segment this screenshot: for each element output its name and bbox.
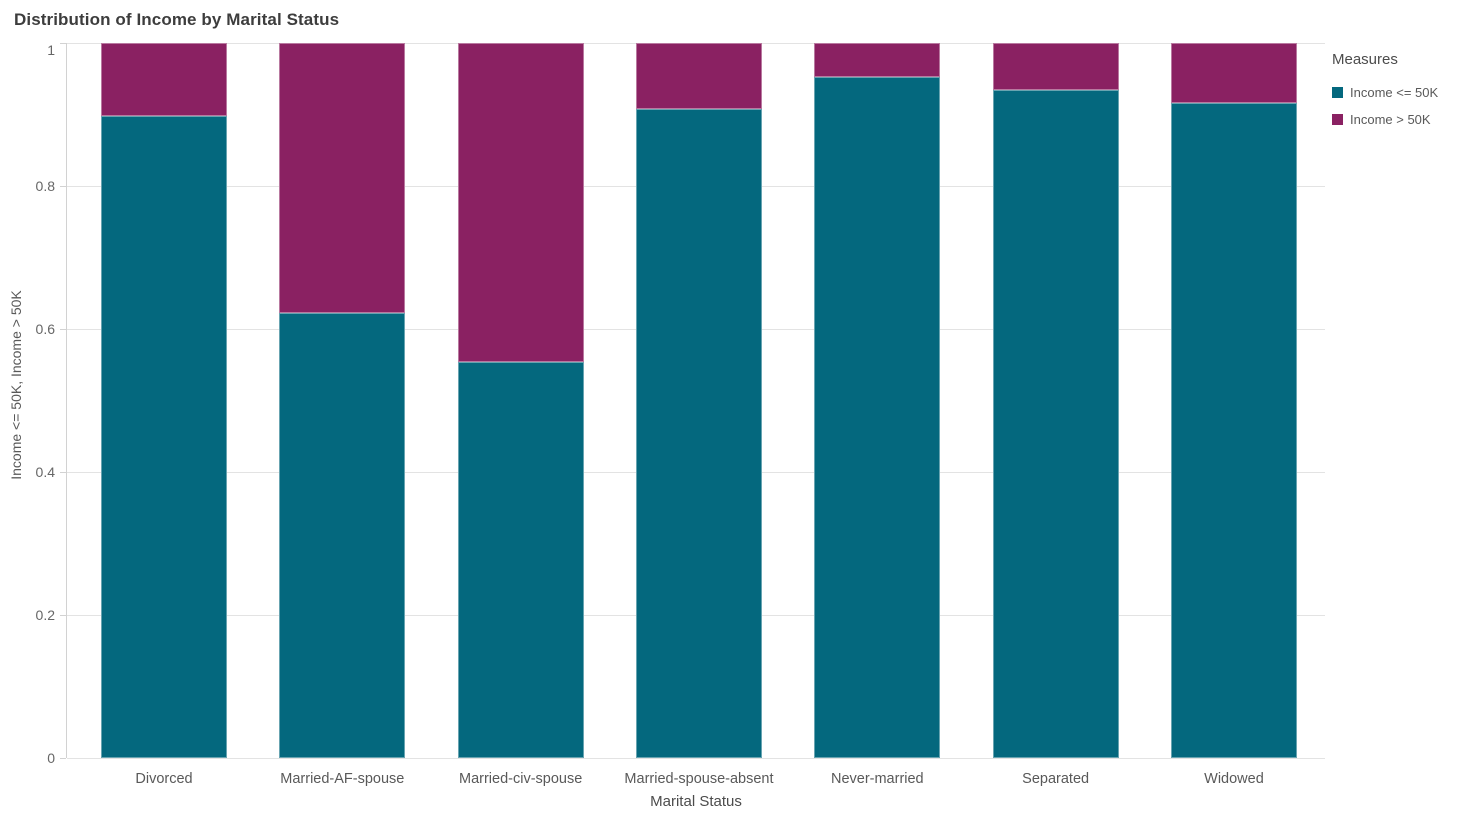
legend-entry-income-lte-50k[interactable]: Income <= 50K [1332,85,1462,100]
y-tick-label: 1 [47,42,55,58]
bar-segment-income-50k[interactable] [814,43,941,77]
bar-segment-income-50k[interactable] [279,43,406,314]
bar-segment-income-50k[interactable] [635,108,762,758]
x-tick-label: Divorced [135,771,193,787]
bar-segment-income-50k[interactable] [814,76,941,758]
bar-segment-income-50k[interactable] [457,361,584,758]
x-tick-label: Separated [1022,771,1090,787]
y-tick-label: 0.8 [35,178,55,194]
x-tick-label: Widowed [1204,771,1264,787]
y-tick-mark [60,472,66,473]
y-tick-label: 0.4 [35,464,55,480]
bar-segment-income-50k[interactable] [1170,103,1297,758]
bar-segment-income-50k[interactable] [457,43,584,362]
x-tick-label: Married-civ-spouse [459,771,583,787]
y-tick-mark [60,186,66,187]
y-axis-title: Income <= 50K, Income > 50K [8,290,24,480]
x-tick-label: Married-AF-spouse [280,771,405,787]
chart-title: Distribution of Income by Marital Status [14,10,340,29]
bar-segment-income-50k[interactable] [1170,43,1297,104]
y-tick-mark [60,758,66,759]
gridline [67,758,1325,759]
bar-segment-income-50k[interactable] [279,313,406,758]
x-tick-label: Never-married [830,771,924,787]
bar-segment-income-50k[interactable] [992,90,1119,758]
y-tick-label: 0.6 [35,321,55,337]
y-tick-label: 0.2 [35,607,55,623]
bar-segment-income-50k[interactable] [101,43,227,116]
legend-swatch-icon [1332,114,1343,125]
bar-segment-income-50k[interactable] [635,43,762,109]
y-axis-line [66,43,67,758]
y-tick-mark [60,43,66,44]
legend-label: Income <= 50K [1350,85,1439,100]
legend-entry-income-gt-50k[interactable]: Income > 50K [1332,112,1462,127]
x-tick-label: Married-spouse-absent [624,771,774,787]
bar-segment-income-50k[interactable] [992,43,1119,91]
legend-label: Income > 50K [1350,112,1431,127]
y-tick-label: 0 [47,750,55,766]
plot-area: 0 0.2 0.4 0.6 0.8 1 Divorced Married-AF-spouse M… [36,43,1325,810]
y-tick-mark [60,329,66,330]
legend-swatch-icon [1332,87,1343,98]
legend-title: Measures [1332,51,1398,68]
legend: Measures Income <= 50K Income > 50K [1332,51,1462,139]
y-tick-mark [60,615,66,616]
x-axis-title: Marital Status [650,793,742,810]
bar-segment-income-50k[interactable] [101,115,227,758]
